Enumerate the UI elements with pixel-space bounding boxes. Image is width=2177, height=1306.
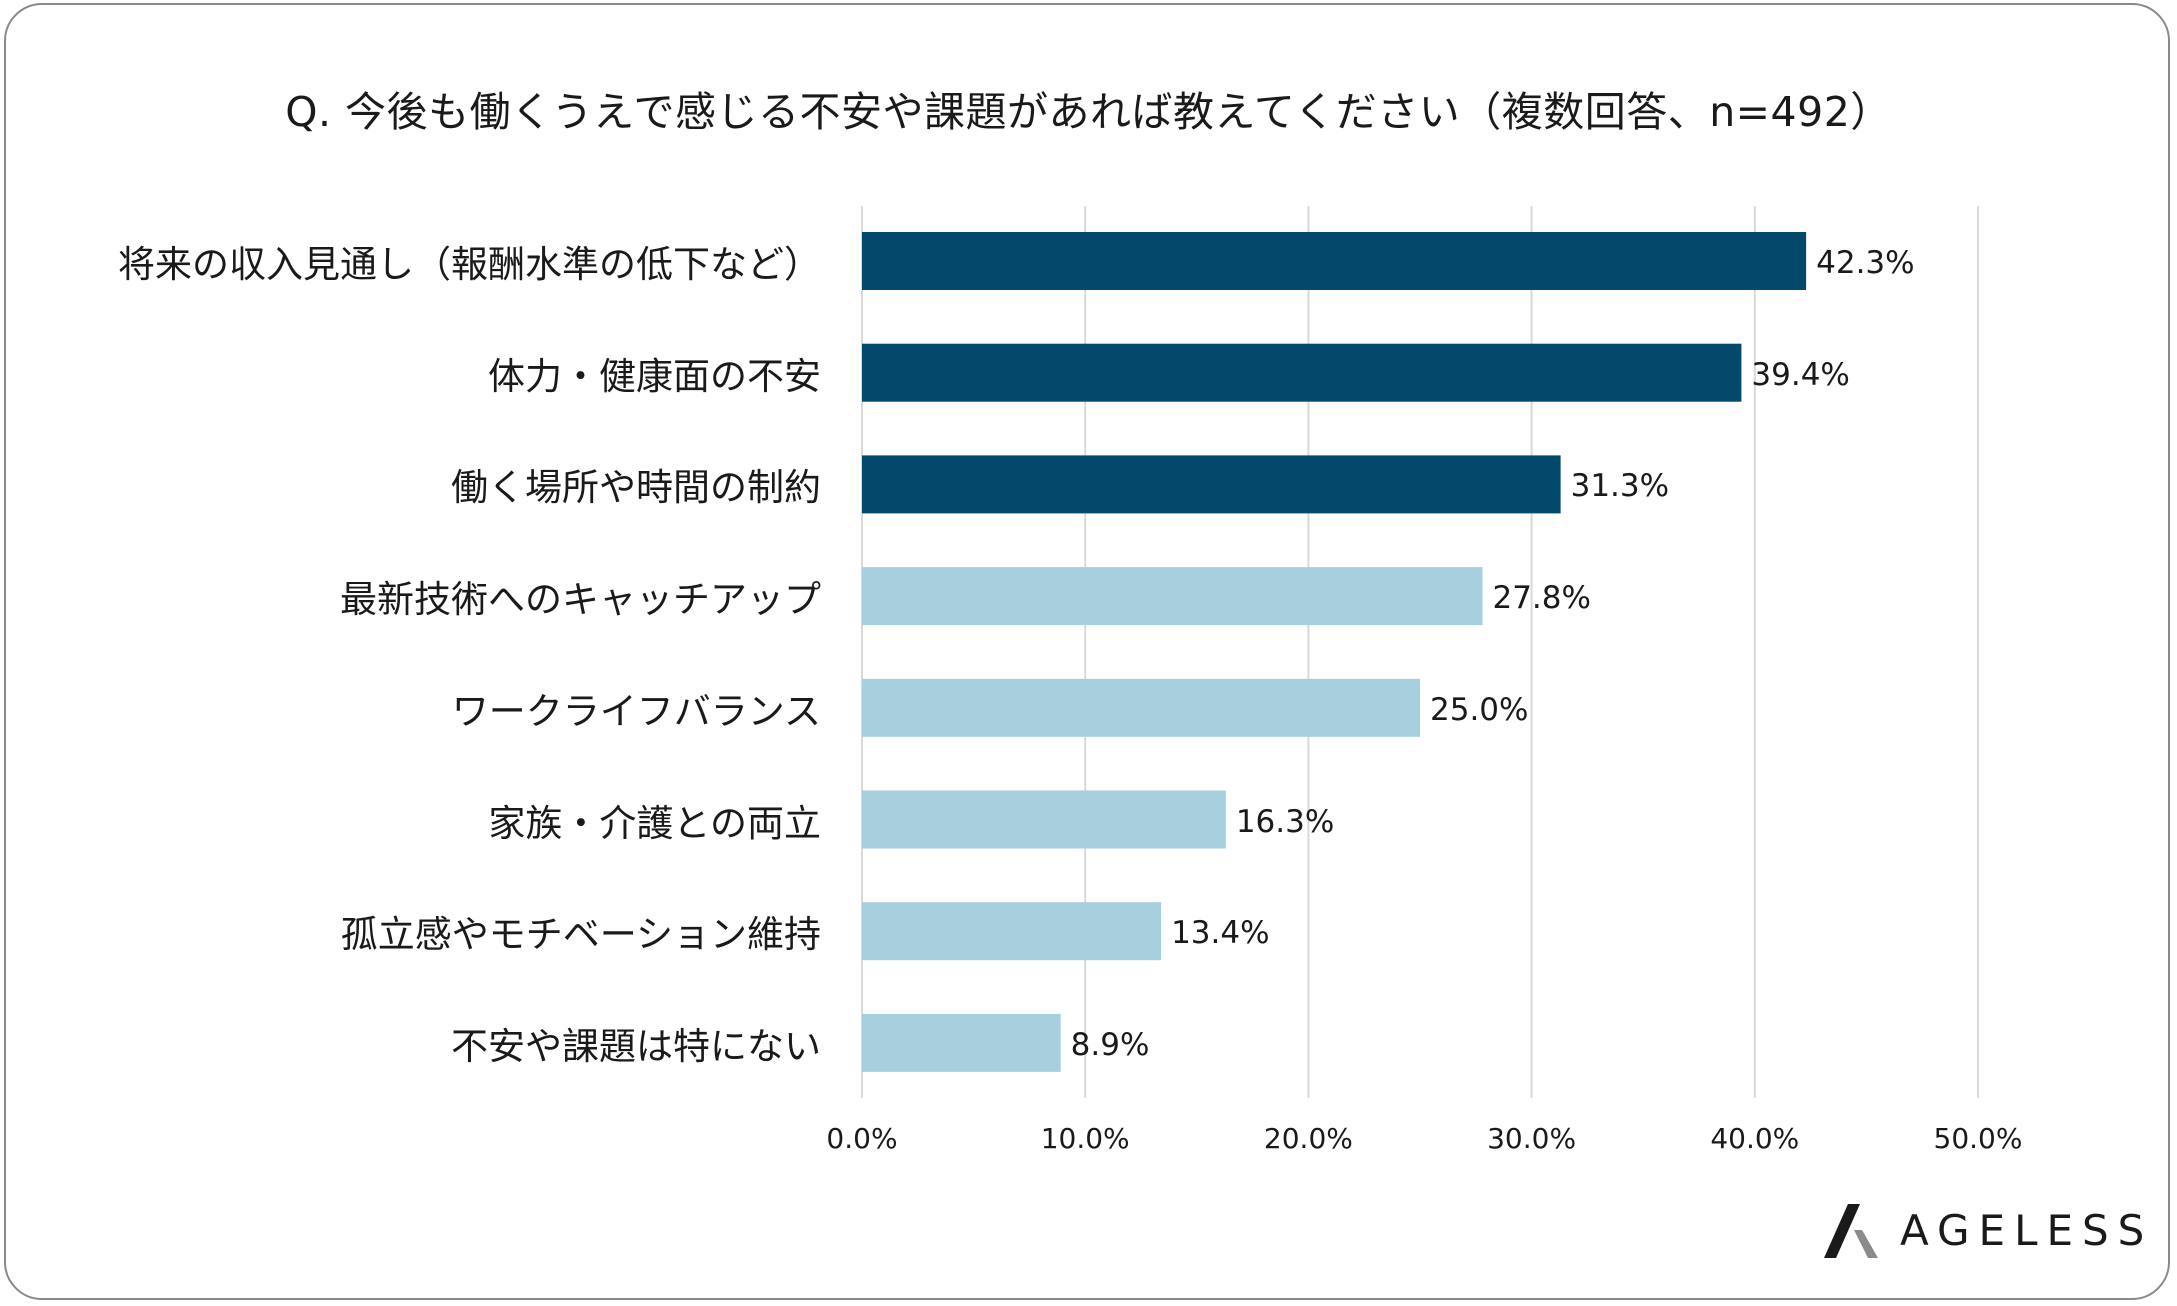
- x-tick-label: 10.0%: [1040, 1122, 1130, 1155]
- data-label: 39.4%: [1751, 356, 1850, 393]
- category-label: 将来の収入見通し（報酬水準の低下など）: [118, 243, 821, 286]
- bar: [862, 678, 1420, 737]
- x-tick-label: 50.0%: [1933, 1122, 2023, 1155]
- ageless-logo-mark-icon: [1824, 1204, 1878, 1258]
- x-tick-label: 30.0%: [1487, 1122, 1577, 1155]
- x-tick-label: 20.0%: [1263, 1122, 1353, 1155]
- category-label: 体力・健康面の不安: [488, 354, 821, 398]
- category-label: 孤立感やモチベーション維持: [340, 913, 821, 957]
- category-label: ワークライフバランス: [451, 689, 821, 733]
- data-label: 8.9%: [1070, 1026, 1150, 1063]
- category-label: 不安や課題は特にない: [451, 1024, 821, 1068]
- bar: [862, 567, 1483, 626]
- data-label: 42.3%: [1816, 245, 1915, 281]
- bar: [862, 455, 1561, 514]
- x-tick-label: 0.0%: [826, 1122, 898, 1155]
- category-label: 最新技術へのキャッチアップ: [340, 578, 821, 622]
- ageless-logo: AGELESS: [1820, 1200, 2153, 1260]
- data-label: 25.0%: [1430, 691, 1529, 728]
- chart-card: [4, 3, 2170, 1300]
- x-tick-label: 40.0%: [1710, 1122, 1800, 1155]
- chart-title: Q. 今後も働くうえで感じる不安や課題があれば教えてください（複数回答、n=49…: [285, 88, 1892, 136]
- data-label: 16.3%: [1235, 803, 1335, 840]
- bar: [862, 790, 1226, 849]
- category-label: 働く場所や時間の制約: [451, 466, 821, 510]
- data-label: 27.8%: [1492, 580, 1591, 617]
- bar: [862, 232, 1807, 290]
- category-label: 家族・介護との両立: [488, 801, 821, 845]
- bar: [862, 343, 1742, 402]
- data-label: 13.4%: [1171, 915, 1270, 952]
- data-label: 31.3%: [1570, 468, 1670, 505]
- brand-name: AGELESS: [1900, 1205, 2154, 1255]
- bar: [862, 902, 1162, 961]
- bar: [862, 1013, 1061, 1072]
